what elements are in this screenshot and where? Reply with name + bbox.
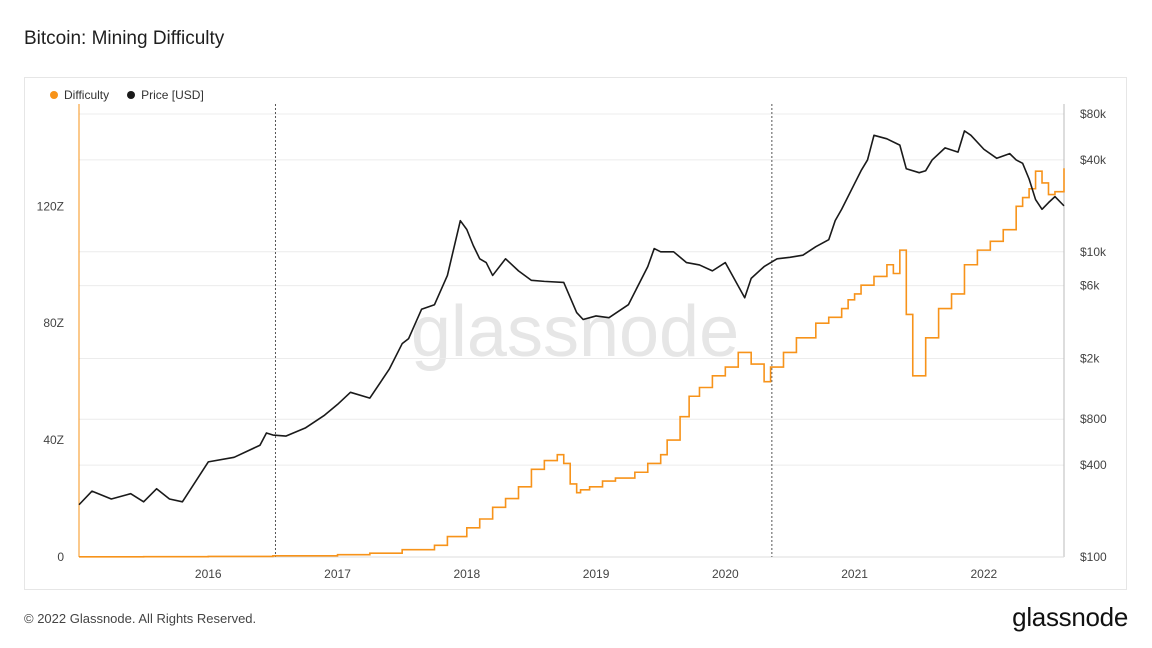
chart-legend: Difficulty Price [USD] <box>50 88 204 102</box>
right-tick-label-3: $2k <box>1080 351 1100 365</box>
x-tick-label-2018: 2018 <box>453 567 480 581</box>
legend-item-difficulty[interactable]: Difficulty <box>50 88 109 102</box>
x-tick-label-2019: 2019 <box>583 567 610 581</box>
x-tick-label-2022: 2022 <box>971 567 998 581</box>
left-axis-ticks: 0 40Z 80Z 120Z <box>37 199 65 564</box>
right-tick-label-0: $100 <box>1080 550 1107 564</box>
right-tick-label-6: $40k <box>1080 153 1107 167</box>
left-tick-label-0: 0 <box>57 550 64 564</box>
legend-dot-difficulty <box>50 91 58 99</box>
series-line-difficulty <box>79 168 1065 558</box>
right-tick-label-2: $800 <box>1080 412 1107 426</box>
watermark-text: glassnode <box>411 292 739 372</box>
right-tick-label-1: $400 <box>1080 458 1107 472</box>
legend-label-difficulty: Difficulty <box>64 88 110 102</box>
x-tick-label-2016: 2016 <box>195 567 222 581</box>
x-tick-label-2021: 2021 <box>841 567 868 581</box>
x-axis-ticks: 2016 2017 2018 2019 2020 2021 2022 <box>195 567 998 581</box>
x-tick-label-2020: 2020 <box>712 567 739 581</box>
chart-panel <box>24 77 1127 590</box>
legend-dot-price <box>127 91 136 99</box>
left-tick-label-2: 80Z <box>43 316 64 330</box>
glassnode-logo[interactable]: glassnode <box>1012 602 1128 632</box>
legend-label-price: Price [USD] <box>141 88 204 102</box>
x-tick-label-2017: 2017 <box>324 567 351 581</box>
right-axis-ticks: $100 $400 $800 $2k $6k $10k $40k $80k <box>1080 107 1107 564</box>
legend-item-price[interactable]: Price [USD] <box>127 88 204 102</box>
right-tick-label-7: $80k <box>1080 107 1107 121</box>
halving-lines <box>274 104 773 557</box>
right-tick-label-5: $10k <box>1080 245 1107 259</box>
left-tick-label-1: 40Z <box>43 433 64 447</box>
chart-title: Bitcoin: Mining Difficulty <box>24 28 225 49</box>
copyright-footer: © 2022 Glassnode. All Rights Reserved. <box>24 611 257 626</box>
series-group <box>78 130 1065 558</box>
series-line-price <box>78 130 1065 506</box>
left-tick-label-3: 120Z <box>37 199 64 213</box>
right-tick-label-4: $6k <box>1080 279 1100 293</box>
